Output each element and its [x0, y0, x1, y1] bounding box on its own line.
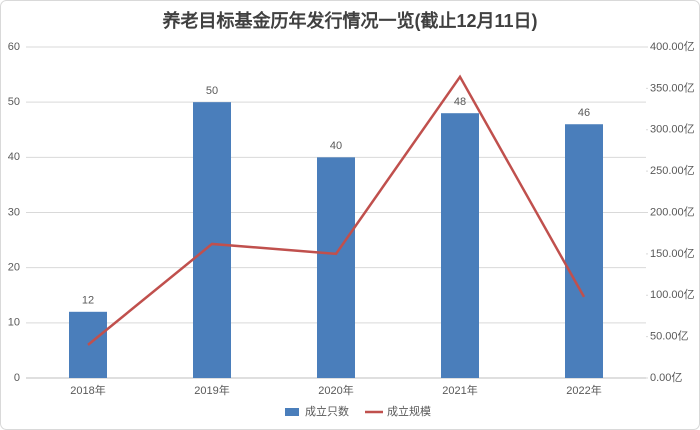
- y2-tick-label: 0.00亿: [650, 371, 682, 384]
- x-tick-label: 2019年: [194, 383, 229, 397]
- y2-tick-label: 250.00亿: [650, 164, 695, 177]
- bar: [317, 157, 355, 378]
- legend-swatch: [285, 408, 299, 416]
- data-label: 40: [330, 140, 342, 152]
- data-label: 46: [578, 107, 590, 119]
- line: [87, 74, 586, 346]
- x-tick-label: 2022年: [566, 383, 601, 397]
- y2-tick-label: 100.00亿: [650, 288, 695, 301]
- y2-tick-label: 200.00亿: [650, 205, 695, 218]
- y2-tick-label: 400.00亿: [650, 40, 695, 53]
- chart-title: 养老目标基金历年发行情况一览(截止12月11日): [161, 10, 537, 31]
- bar: [441, 113, 479, 378]
- bar: [193, 102, 231, 379]
- x-tick-label: 2020年: [318, 383, 353, 397]
- y2-tick-label: 150.00亿: [650, 247, 695, 260]
- y-tick-label: 10: [8, 317, 20, 329]
- legend-label: 成立规模: [387, 404, 431, 418]
- legend-label: 成立只数: [305, 404, 349, 418]
- x-tick-label: 2018年: [70, 383, 105, 397]
- y2-tick-label: 350.00亿: [650, 81, 695, 94]
- data-label: 12: [82, 295, 94, 307]
- data-label: 50: [206, 85, 218, 97]
- y2-tick-label: 300.00亿: [650, 123, 695, 136]
- data-label: 48: [454, 96, 466, 108]
- y-tick-label: 40: [8, 151, 20, 163]
- y-tick-label: 0: [14, 372, 20, 384]
- y-tick-label: 30: [8, 206, 20, 218]
- y-tick-label: 60: [8, 41, 20, 53]
- y2-tick-label: 50.00亿: [650, 330, 689, 343]
- y-tick-label: 20: [8, 262, 20, 274]
- bar: [565, 124, 603, 378]
- y-tick-label: 50: [8, 96, 20, 108]
- x-tick-label: 2021年: [442, 383, 477, 397]
